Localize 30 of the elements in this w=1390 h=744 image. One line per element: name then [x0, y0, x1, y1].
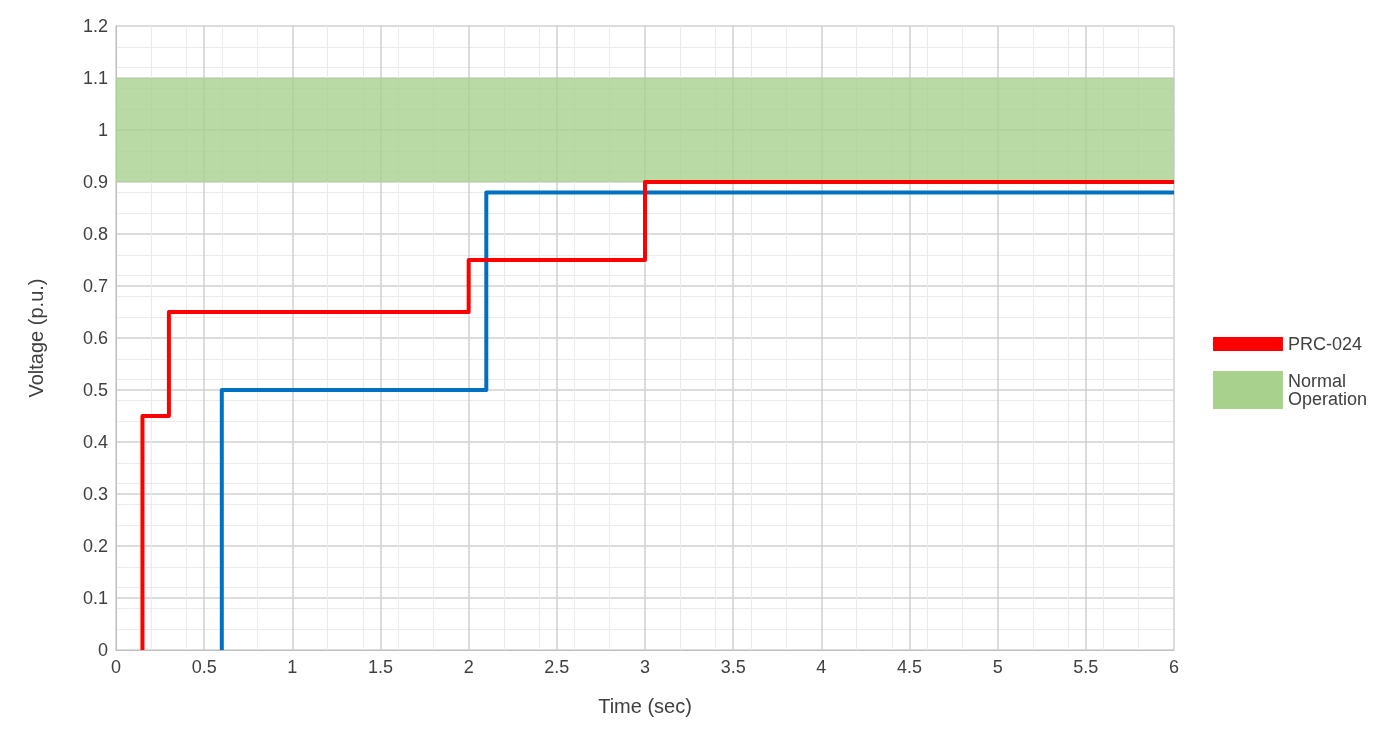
y-tick-label: 1.2	[82, 16, 108, 36]
y-tick-label: 1	[97, 120, 108, 140]
y-tick-label: 0.1	[82, 588, 108, 608]
x-tick-label: 0.5	[191, 657, 217, 677]
y-tick-label: 0.7	[82, 276, 108, 296]
legend-label: Normal Operation	[1287, 371, 1368, 409]
x-tick-label: 3.5	[720, 657, 746, 677]
y-tick-label: 0.6	[82, 328, 108, 348]
y-tick-label: 1.1	[82, 68, 108, 88]
y-tick-label: 0.9	[82, 172, 108, 192]
x-tick-label: 3	[639, 657, 651, 677]
x-tick-label: 4	[816, 657, 827, 677]
x-tick-label: 1.5	[367, 657, 394, 677]
y-tick-label: 0	[97, 640, 108, 660]
y-tick-label: 0.8	[82, 224, 108, 244]
y-tick-label: 0.5	[82, 380, 108, 400]
y-axis-title: Voltage (p.u.)	[25, 278, 47, 398]
x-tick-label: 4.5	[896, 657, 923, 677]
x-tick-label: 5	[992, 657, 1003, 677]
y-tick-label: 0.3	[82, 484, 108, 504]
y-tick-label: 0.4	[82, 432, 108, 452]
x-tick-label: 1	[287, 657, 298, 677]
x-tick-label: 2.5	[544, 657, 570, 677]
x-tick-label: 5.5	[1073, 657, 1099, 677]
y-tick-label: 0.2	[82, 536, 108, 556]
x-tick-label: 2	[463, 657, 474, 677]
x-tick-label: 0	[110, 657, 122, 677]
x-tick-label: 6	[1168, 657, 1180, 677]
x-axis-title: Time (sec)	[598, 695, 692, 717]
legend-label: PRC-024	[1287, 334, 1362, 354]
